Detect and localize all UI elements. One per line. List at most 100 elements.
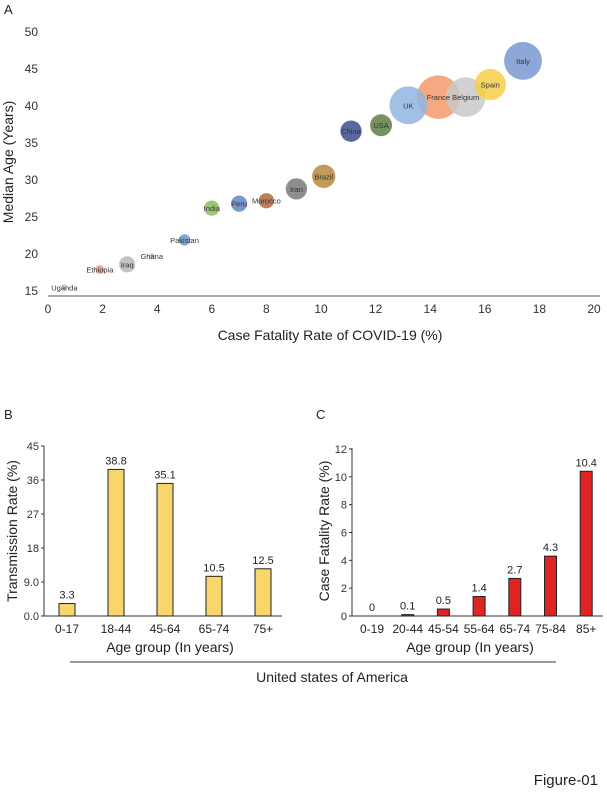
value-label-18-44: 38.8 — [105, 455, 126, 467]
y-tick-label: 2 — [341, 583, 347, 595]
y-tick-label: 9.0 — [24, 577, 39, 589]
bubble-label-uk: UK — [403, 101, 413, 110]
panel-b-value-labels: 3.3 38.8 35.1 10.5 12.5 — [59, 455, 273, 601]
bubble-peru — [231, 195, 248, 212]
bar-65-74 — [205, 575, 223, 617]
value-label-0-17: 3.3 — [59, 590, 74, 602]
value-label-75+: 12.5 — [252, 555, 273, 567]
bubble-label-france: France — [427, 93, 450, 102]
x-tick-label-75-84: 75-84 — [535, 622, 566, 636]
x-tick-label: 4 — [154, 302, 161, 316]
x-tick-label-45-54: 45-54 — [428, 622, 459, 636]
bubble-label-iran: Iran — [290, 185, 303, 194]
panel-c-y-label: Case Fatality Rate (%) — [316, 461, 332, 602]
y-tick-label: 20 — [25, 247, 39, 261]
bubble-label-iraq: Iraq — [121, 260, 134, 269]
bar-chart-panel-c: C 0 2 4 6 8 10 12 0 0.1 0.5 1.4 2.7 4.3 10.4 0-19 20-… — [316, 407, 603, 655]
x-tick-label-75+: 75+ — [253, 622, 273, 636]
y-tick-label: 10 — [335, 472, 347, 484]
panel-c-value-labels: 0 0.1 0.5 1.4 2.7 4.3 10.4 — [369, 457, 597, 614]
bubble-label-spain: Spain — [481, 81, 500, 90]
bubble-uk — [389, 86, 428, 125]
panel-b-y-label: Transmission Rate (%) — [4, 460, 20, 602]
bar-65-74 — [508, 577, 522, 617]
x-tick-label-85+: 85+ — [576, 622, 596, 636]
value-label-55-64: 1.4 — [471, 583, 486, 595]
panel-a-y-label: Median Age (Years) — [0, 101, 16, 223]
figure-label: Figure-01 — [534, 772, 598, 789]
bubble-china — [340, 120, 362, 142]
y-tick-label: 45 — [25, 62, 39, 76]
panel-b-bars — [58, 468, 272, 617]
y-tick-label: 36 — [27, 475, 39, 487]
bar-20-44 — [401, 614, 415, 617]
x-tick-label: 16 — [478, 302, 492, 316]
x-tick-label: 10 — [314, 302, 328, 316]
value-label-65-74: 10.5 — [203, 562, 224, 574]
bubble-india — [204, 200, 220, 216]
bar-85+ — [579, 470, 593, 617]
panel-a-bubble-labels: Uganda Ethiopia Iraq Ghana Pakistan India Peru… — [51, 57, 530, 292]
panel-a-bubbles — [61, 41, 542, 291]
panel-a-x-label: Case Fatality Rate of COVID-19 (%) — [218, 327, 443, 343]
bubble-ethiopia — [95, 265, 105, 274]
panel-c-bars — [401, 470, 593, 617]
x-tick-label-18-44: 18-44 — [101, 622, 132, 636]
y-tick-label: 15 — [25, 284, 39, 298]
x-tick-label: 14 — [424, 302, 438, 316]
bar-55-64 — [472, 596, 486, 617]
x-tick-label: 20 — [587, 302, 601, 316]
x-tick-label: 12 — [369, 302, 383, 316]
bubble-morocco — [258, 193, 275, 209]
panel-a-y-ticks: 15 20 25 30 35 40 45 50 — [25, 25, 39, 298]
x-tick-label-45-64: 45-64 — [150, 622, 181, 636]
y-tick-label: 6 — [341, 528, 347, 540]
x-tick-label-65-74: 65-74 — [199, 622, 230, 636]
x-tick-label: 8 — [263, 302, 270, 316]
value-label-75-84: 4.3 — [543, 542, 558, 554]
y-tick-label: 27 — [27, 509, 39, 521]
y-tick-label: 8 — [341, 500, 347, 512]
bubble-label-uganda: Uganda — [51, 283, 78, 292]
bubble-pakistan — [178, 234, 191, 246]
panel-c-label: C — [316, 407, 325, 422]
x-tick-label: 2 — [99, 302, 106, 316]
bar-0-17 — [58, 603, 76, 617]
y-tick-label: 12 — [335, 444, 347, 456]
x-tick-label-20-44: 20-44 — [392, 622, 423, 636]
x-tick-label: 0 — [45, 302, 52, 316]
bubble-label-morocco: Morocco — [252, 197, 281, 206]
y-tick-label: 18 — [27, 543, 39, 555]
bubble-label-ethiopia: Ethiopia — [86, 266, 114, 275]
bubble-label-peru: Peru — [231, 200, 247, 209]
bubble-iran — [285, 178, 308, 200]
y-tick-label: 50 — [25, 25, 39, 39]
bubble-label-china: China — [341, 127, 361, 136]
x-tick-label-0-19: 0-19 — [360, 622, 384, 636]
y-tick-label: 0.0 — [24, 611, 39, 623]
bar-chart-panel-b: B 0.0 9.0 18 27 36 45 3.3 38.8 35.1 10.5 12.5 0-1… — [4, 407, 282, 655]
bubble-label-india: India — [204, 204, 221, 213]
bar-45-64 — [156, 482, 174, 617]
x-tick-label-0-17: 0-17 — [55, 622, 79, 636]
value-label-65-74: 2.7 — [507, 564, 522, 576]
bar-18-44 — [107, 468, 125, 617]
y-tick-label: 35 — [25, 136, 39, 150]
bubble-spain — [474, 68, 506, 101]
bubble-label-pakistan: Pakistan — [170, 236, 199, 245]
bubble-label-brazil: Brazil — [314, 172, 333, 181]
x-tick-label-65-74: 65-74 — [499, 622, 530, 636]
bubble-italy — [504, 41, 542, 80]
bubble-brazil — [312, 164, 336, 188]
bubble-label-belgium: Belgium — [452, 93, 479, 102]
x-tick-label: 6 — [208, 302, 215, 316]
bubble-label-ghana: Ghana — [140, 252, 163, 261]
value-label-20-44: 0.1 — [400, 601, 415, 613]
x-tick-label: 18 — [533, 302, 547, 316]
bubble-chart-panel-a: A 0 2 4 6 8 10 12 14 16 18 20 15 20 25 30 35 40 45 50 Uga… — [0, 2, 601, 343]
panel-b-y-ticks: 0.0 9.0 18 27 36 45 — [24, 441, 44, 623]
panel-b-x-ticks: 0-17 18-44 45-64 65-74 75+ — [55, 622, 273, 636]
panel-c-x-label: Age group (In years) — [406, 639, 534, 655]
value-label-0-19: 0 — [369, 602, 375, 614]
bubble-iraq — [119, 256, 136, 273]
